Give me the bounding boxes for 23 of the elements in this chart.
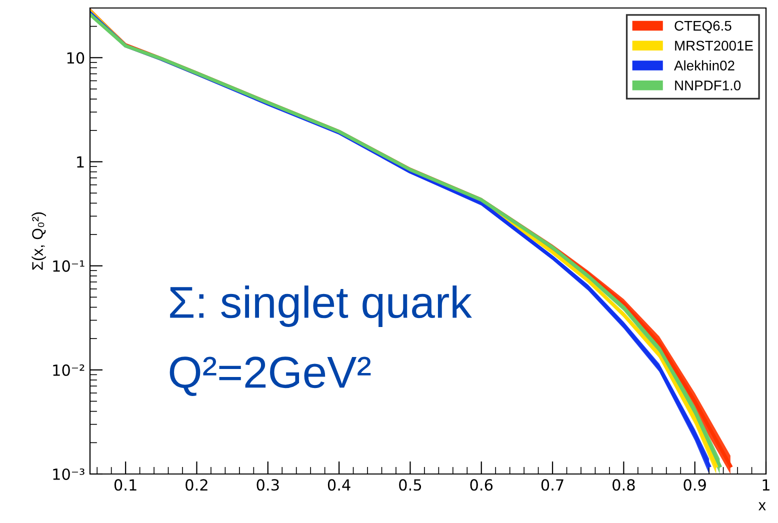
y-tick-label: 10⁻²	[53, 364, 84, 376]
y-tick-label: 10	[67, 52, 84, 64]
x-tick-label: 1	[762, 479, 770, 490]
y-tick-label: 10⁻¹	[53, 260, 84, 272]
x-tick-label: 0.9	[684, 479, 706, 491]
y-axis-title: Σ(x, Q₀²)	[32, 212, 46, 270]
x-tick-label: 0.2	[186, 479, 208, 491]
legend-label: NNPDF1.0	[675, 80, 741, 90]
x-tick-label: 0.8	[612, 479, 635, 491]
x-tick-label: 0.5	[399, 479, 422, 491]
annotation: Σ: singlet quark	[170, 286, 472, 327]
x-tick-label: 0.6	[470, 479, 493, 491]
x-tick-label: 0.3	[256, 479, 279, 491]
y-tick-label: 10⁻³	[53, 468, 84, 480]
x-axis-title: x	[758, 502, 766, 510]
legend-label: Alekhin02	[674, 60, 734, 70]
annotation: Q²=2GeV²	[170, 356, 371, 396]
legend-label: CTEQ6.5	[674, 20, 732, 34]
x-tick-label: 0.4	[328, 479, 350, 491]
legend-label: MRST2001E	[675, 40, 753, 51]
x-tick-label: 0.1	[114, 479, 136, 491]
x-tick-label: 0.7	[541, 479, 564, 491]
y-tick-label: 1	[77, 156, 84, 168]
